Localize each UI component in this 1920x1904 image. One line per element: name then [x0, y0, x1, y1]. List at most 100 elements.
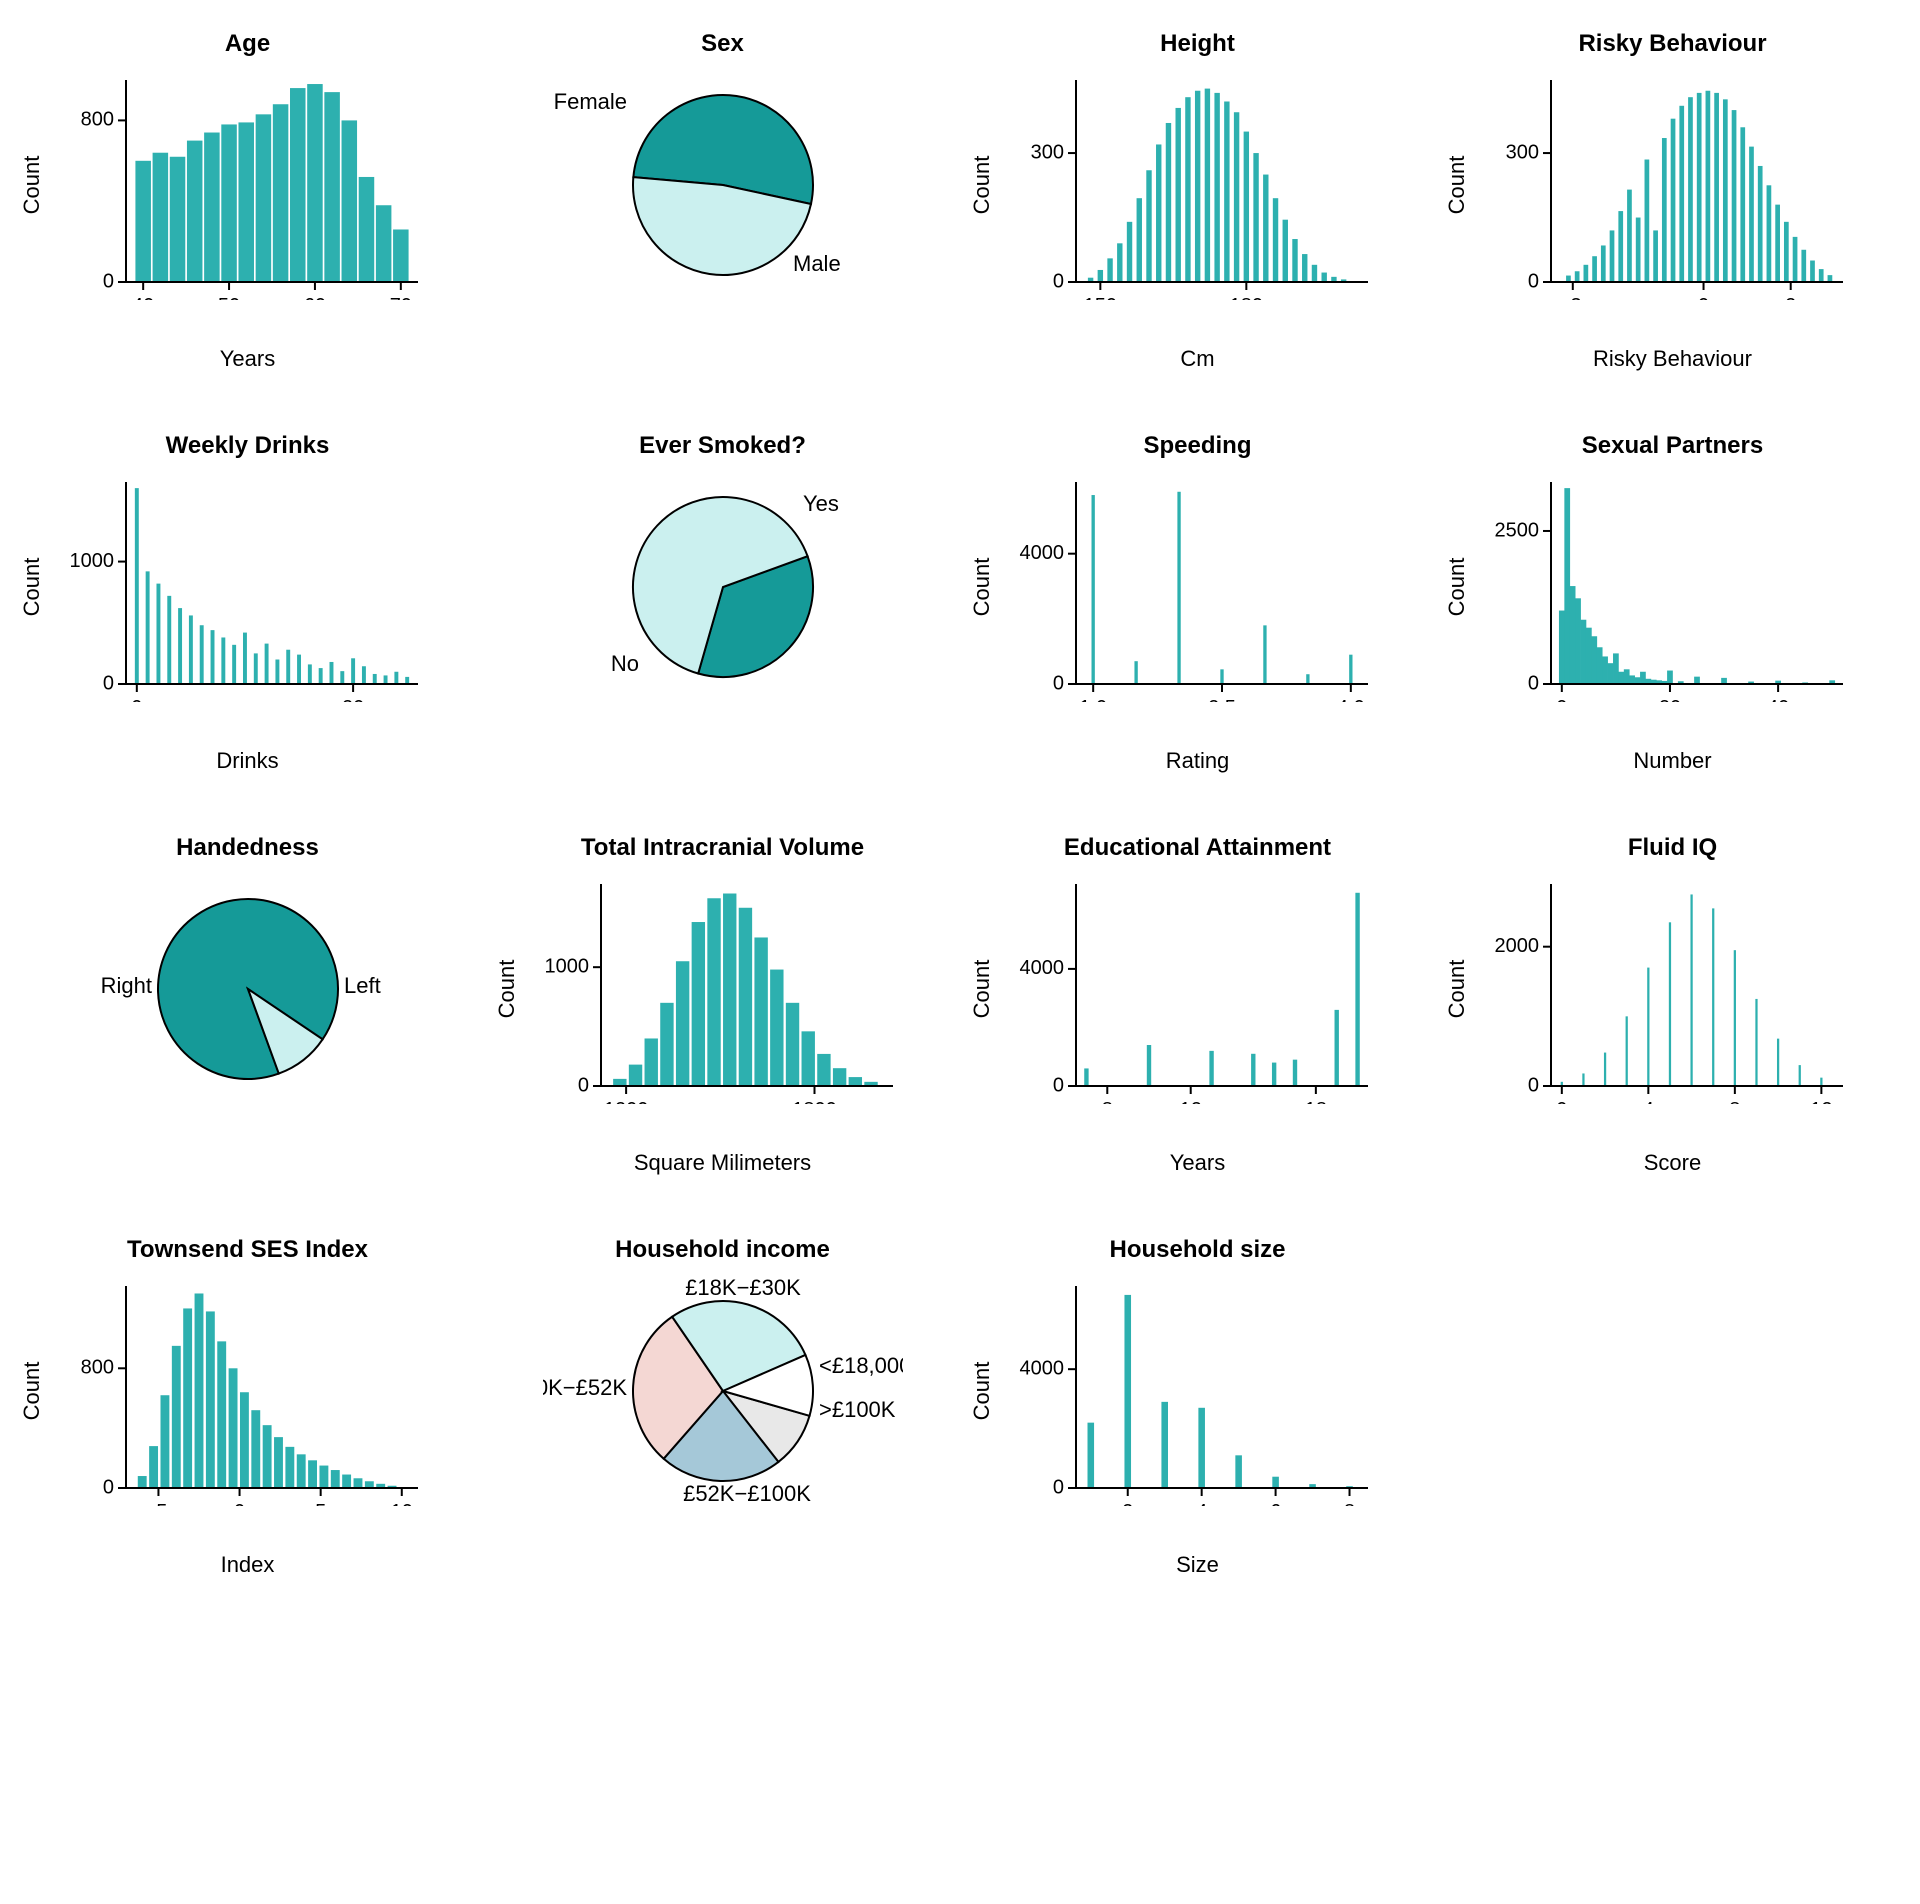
svg-text:1200: 1200 — [603, 1099, 648, 1104]
svg-text:0: 0 — [1052, 1074, 1063, 1096]
chart-panel: Sex Female Male — [505, 30, 940, 372]
y-axis-label: Count — [969, 558, 995, 617]
chart-panel: Household income <£18,000£18K−£30K£30K−£5… — [505, 1236, 940, 1578]
svg-text:10: 10 — [390, 1501, 412, 1506]
x-axis-label: Years — [1170, 1150, 1225, 1176]
pie-chart: Yes No — [543, 472, 903, 702]
chart-panel: SpeedingCount040001.02.54.0Rating — [980, 432, 1415, 774]
svg-text:0: 0 — [1527, 1074, 1538, 1096]
svg-text:20: 20 — [1658, 697, 1680, 702]
chart-panel: Townsend SES IndexCount0800-50510Index — [30, 1236, 465, 1578]
svg-text:60: 60 — [303, 295, 325, 300]
panel-title: Household income — [615, 1236, 830, 1264]
svg-text:6: 6 — [1270, 1501, 1281, 1506]
chart-panel: Household sizeCount040002468Size — [980, 1236, 1415, 1578]
chart-box: Count0200004812 — [1493, 874, 1853, 1104]
y-axis-label: Count — [19, 558, 45, 617]
y-axis-label: Count — [19, 1362, 45, 1421]
svg-text:0: 0 — [1556, 697, 1567, 702]
y-axis-label: Count — [19, 156, 45, 215]
y-axis-label: Count — [1444, 558, 1470, 617]
pie-slice-label: No — [610, 651, 638, 676]
svg-text:0: 0 — [1556, 1099, 1567, 1104]
pie-slice-label: >£100K — [819, 1397, 896, 1422]
histogram: 0 2500 0 20 40 — [1493, 472, 1853, 702]
svg-text:8: 8 — [1729, 1099, 1740, 1104]
histogram: 0400081218 — [1018, 874, 1378, 1104]
x-axis-label: Number — [1633, 748, 1711, 774]
panel-title: Risky Behaviour — [1578, 30, 1766, 58]
pie-slice-label: £18K−£30K — [685, 1276, 801, 1300]
chart-panel: Sexual PartnersCount0250002040Number — [1455, 432, 1890, 774]
panel-title: Age — [225, 30, 270, 58]
x-axis-label: Cm — [1180, 346, 1214, 372]
svg-text:12: 12 — [1179, 1099, 1201, 1104]
chart-box: Count080040506070 — [68, 70, 428, 300]
chart-box: Count040002468 — [1018, 1276, 1378, 1506]
chart-panel: Fluid IQCount0200004812Score — [1455, 834, 1890, 1176]
chart-box: Count0100012001800 — [543, 874, 903, 1104]
svg-text:12: 12 — [1810, 1099, 1832, 1104]
panel-title: Household size — [1109, 1236, 1285, 1264]
svg-text:2: 2 — [1785, 295, 1796, 300]
chart-box: Female Male — [543, 70, 903, 300]
histogram: 0200004812 — [1493, 874, 1853, 1104]
svg-text:800: 800 — [80, 109, 113, 131]
svg-text:40: 40 — [1766, 697, 1788, 702]
svg-text:4: 4 — [1642, 1099, 1653, 1104]
panel-title: Sex — [701, 30, 744, 58]
pie-slice-label: Yes — [803, 491, 839, 516]
histogram: 040001.02.54.0 — [1018, 472, 1378, 702]
chart-box: <£18,000£18K−£30K£30K−£52K£52K−£100K>£10… — [543, 1276, 903, 1506]
svg-text:0: 0 — [577, 1074, 588, 1096]
svg-text:8: 8 — [1101, 1099, 1112, 1104]
y-axis-label: Count — [1444, 960, 1470, 1019]
svg-text:0: 0 — [1697, 295, 1708, 300]
x-axis-label: Square Milimeters — [634, 1150, 811, 1176]
svg-text:1000: 1000 — [544, 955, 589, 977]
svg-text:-3: -3 — [1563, 295, 1581, 300]
svg-text:8: 8 — [1343, 1501, 1354, 1506]
svg-text:1.0: 1.0 — [1079, 697, 1107, 702]
panel-title: Speeding — [1143, 432, 1251, 460]
pie-slice-label: Male — [793, 251, 841, 276]
chart-panel: Total Intracranial VolumeCount0100012001… — [505, 834, 940, 1176]
svg-text:0: 0 — [1052, 672, 1063, 694]
chart-box: Count0400081218 — [1018, 874, 1378, 1104]
svg-text:0: 0 — [1052, 1476, 1063, 1498]
svg-text:0: 0 — [1527, 672, 1538, 694]
histogram: 0300-302 — [1493, 70, 1853, 300]
x-axis-label: Index — [221, 1552, 275, 1578]
histogram: 01000020 — [68, 472, 428, 702]
panel-title: Sexual Partners — [1582, 432, 1763, 460]
pie-slice-label: Right — [100, 973, 151, 998]
svg-text:1800: 1800 — [792, 1099, 837, 1104]
svg-text:18: 18 — [1304, 1099, 1326, 1104]
svg-text:4000: 4000 — [1019, 1357, 1064, 1379]
chart-panel: Educational AttainmentCount0400081218Yea… — [980, 834, 1415, 1176]
svg-text:2500: 2500 — [1494, 519, 1539, 541]
panel-title: Townsend SES Index — [127, 1236, 368, 1264]
svg-text:0: 0 — [233, 1501, 244, 1506]
svg-text:20: 20 — [341, 697, 363, 702]
histogram: 080040506070 — [68, 70, 428, 300]
pie-slice-label: Female — [553, 89, 626, 114]
y-axis-label: Count — [969, 156, 995, 215]
svg-text:0: 0 — [102, 1476, 113, 1498]
pie-chart: Female Male — [543, 70, 903, 300]
svg-text:180: 180 — [1229, 295, 1262, 300]
pie-slice-label: £52K−£100K — [683, 1481, 811, 1506]
panel-title: Fluid IQ — [1628, 834, 1717, 862]
x-axis-label: Score — [1644, 1150, 1701, 1176]
chart-panel: Weekly DrinksCount01000020Drinks — [30, 432, 465, 774]
svg-text:0: 0 — [102, 672, 113, 694]
svg-text:0: 0 — [131, 697, 142, 702]
y-axis-label: Count — [494, 960, 520, 1019]
svg-text:5: 5 — [315, 1501, 326, 1506]
histogram: 0300150180 — [1018, 70, 1378, 300]
panel-title: Ever Smoked? — [639, 432, 806, 460]
panel-title: Height — [1160, 30, 1235, 58]
chart-box: Yes No — [543, 472, 903, 702]
chart-box: RightLeft — [68, 874, 428, 1104]
svg-text:300: 300 — [1505, 141, 1538, 163]
